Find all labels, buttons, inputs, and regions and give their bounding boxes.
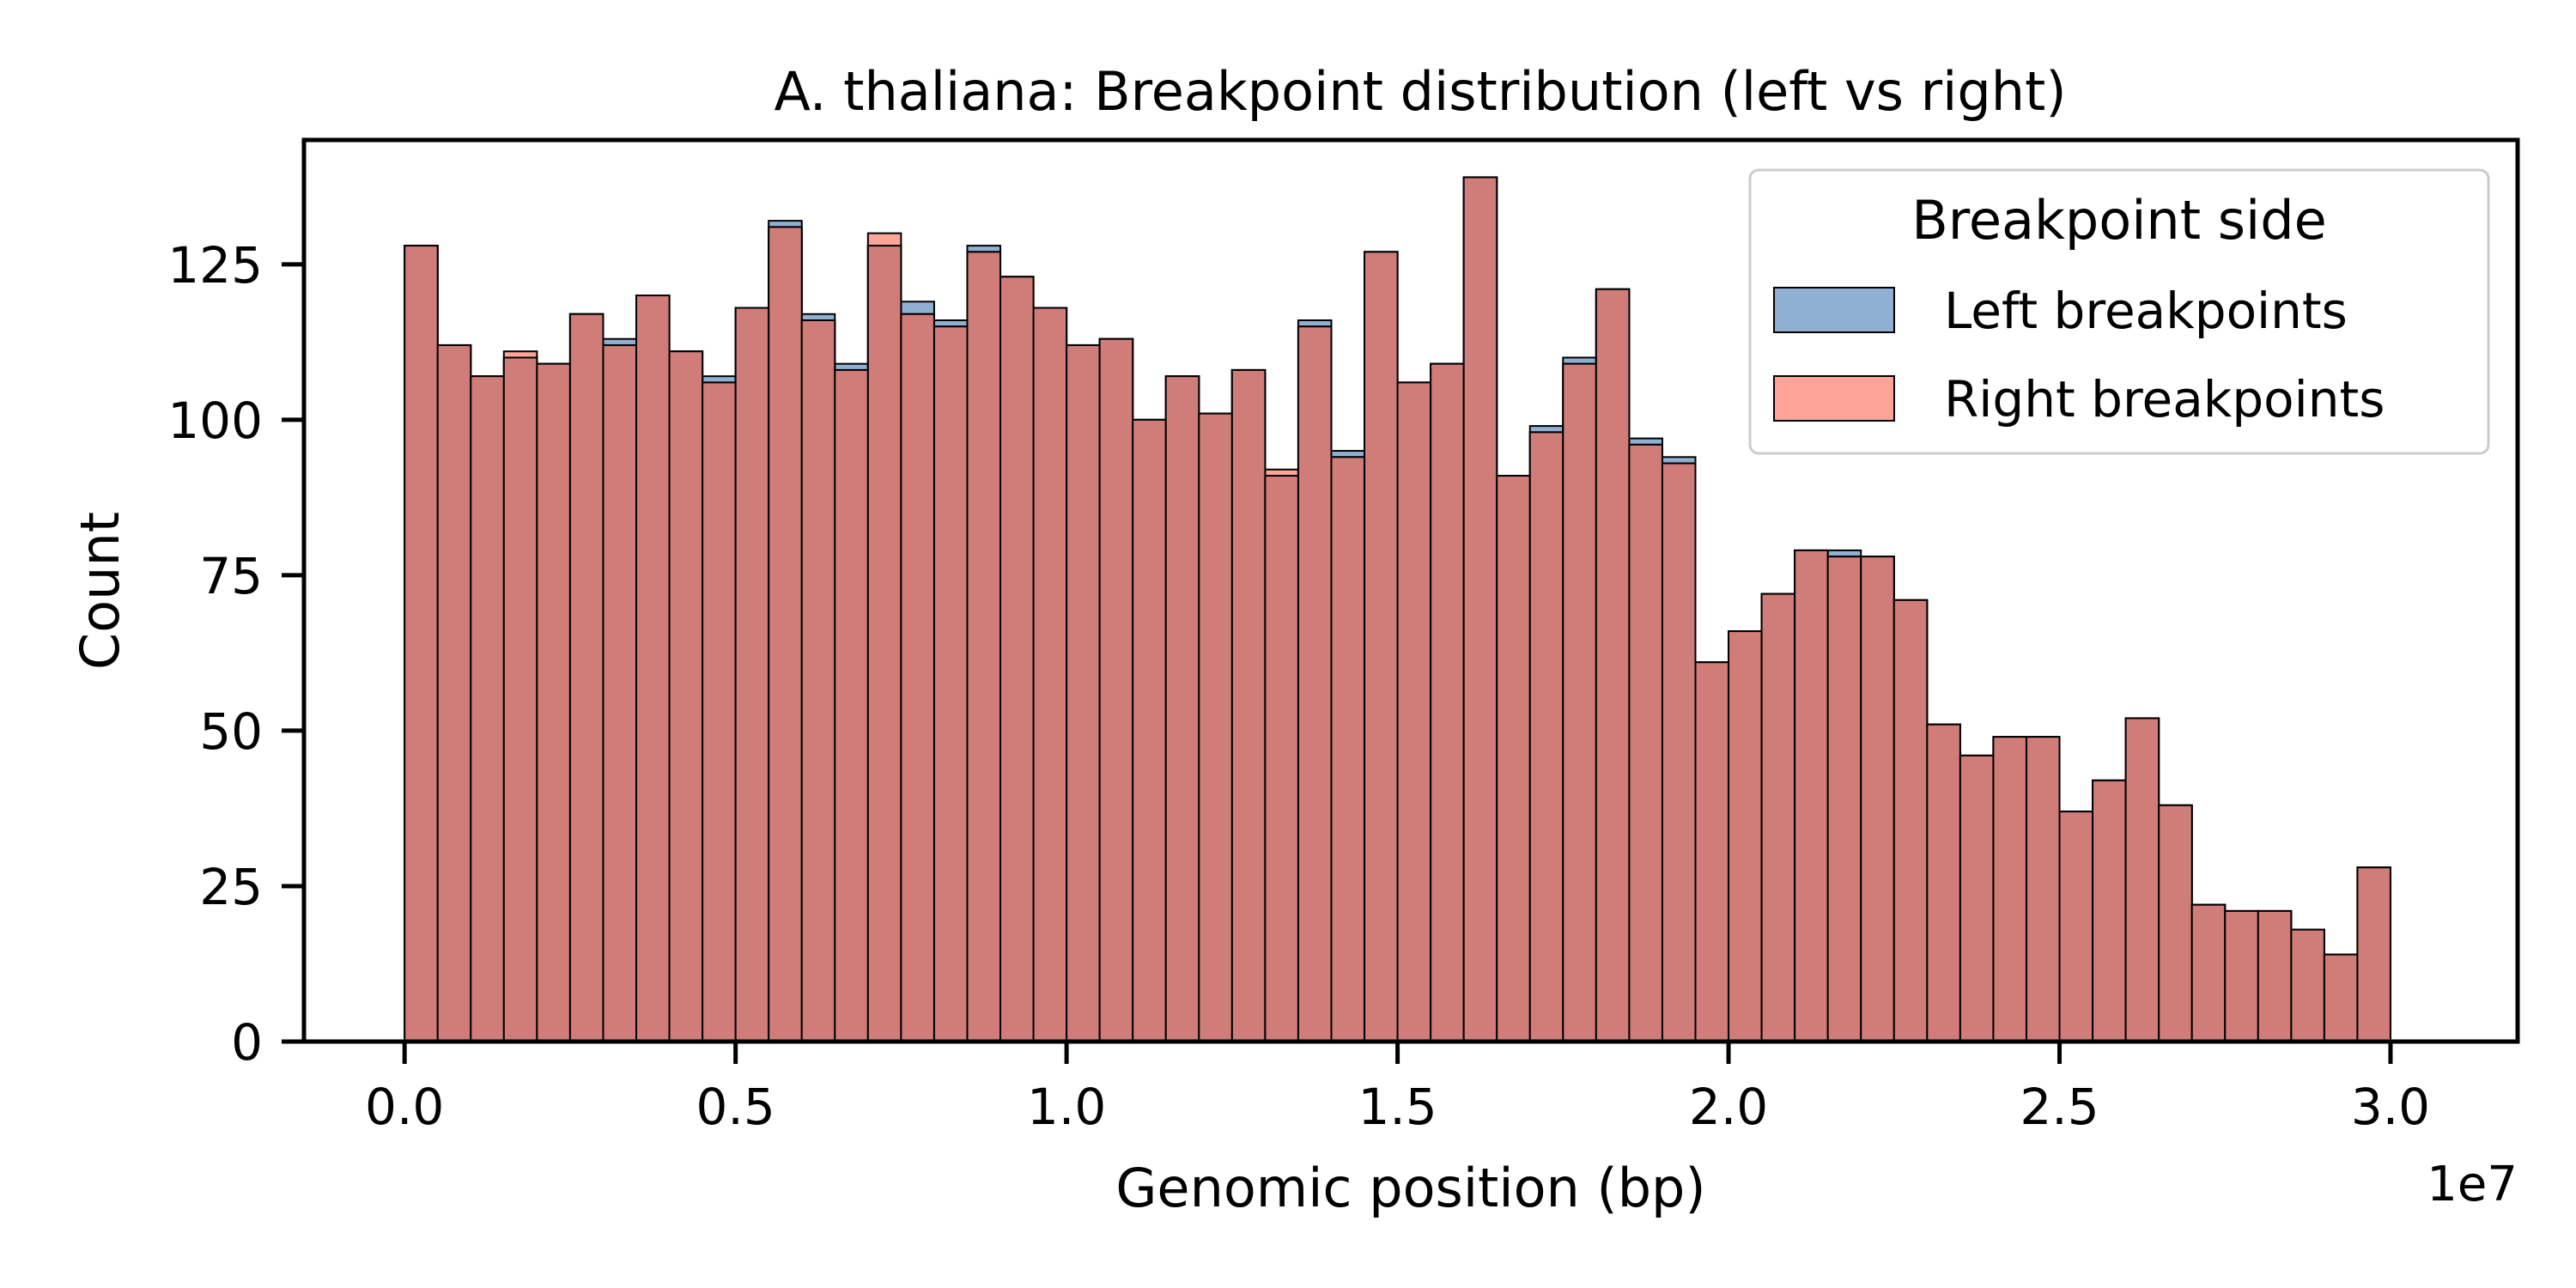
bar-overlap-24	[1198, 412, 1233, 1043]
bar-overlap-45	[1893, 598, 1929, 1042]
y-tick-label: 75	[199, 547, 263, 605]
bar-overlap-29	[1364, 251, 1399, 1042]
bar-overlap-18	[999, 276, 1035, 1042]
bar-overlap-44	[1860, 556, 1895, 1042]
bar-overlap-0	[404, 245, 439, 1042]
y-axis-ticks: 0 25 50 75 100 125	[167, 236, 304, 1072]
bar-overlap-34	[1528, 431, 1564, 1042]
x-tick-label: 0.5	[696, 1078, 775, 1136]
bar-overlap-32	[1462, 176, 1498, 1042]
bar-overlap-39	[1694, 661, 1730, 1043]
bar-overlap-53	[2158, 804, 2193, 1042]
bar-overlap-48	[1992, 736, 2027, 1042]
bar-overlap-58	[2323, 953, 2359, 1043]
bar-overlap-40	[1728, 630, 1763, 1042]
bar-overlap-19	[1032, 307, 1068, 1043]
bar-overlap-37	[1628, 443, 1663, 1042]
legend: Breakpoint side Left breakpoints Right b…	[1748, 168, 2490, 455]
bar-overlap-14	[866, 245, 902, 1042]
bar-overlap-31	[1430, 362, 1465, 1043]
bar-overlap-50	[2058, 811, 2094, 1042]
bar-overlap-56	[2257, 909, 2293, 1042]
x-tick-label: 1.0	[1027, 1078, 1106, 1136]
legend-label-right: Right breakpoints	[1944, 370, 2385, 428]
legend-box	[1748, 168, 2490, 455]
bar-overlap-27	[1297, 325, 1333, 1042]
y-tick-label: 25	[199, 858, 263, 916]
bar-overlap-20	[1066, 343, 1101, 1042]
legend-title: Breakpoint side	[1911, 189, 2327, 252]
bar-overlap-5	[568, 313, 605, 1042]
x-tick-label: 2.0	[1689, 1078, 1768, 1136]
y-tick-label: 50	[199, 702, 263, 761]
bar-overlap-42	[1794, 549, 1829, 1042]
bar-overlap-1	[436, 343, 472, 1042]
plot-frame	[301, 137, 2520, 1044]
x-tick-label: 0.0	[365, 1078, 444, 1136]
bar-overlap-12	[800, 319, 836, 1042]
bar-overlap-26	[1264, 475, 1299, 1042]
x-tick-label: 1.5	[1358, 1078, 1437, 1136]
bar-overlap-52	[2124, 717, 2160, 1043]
bar-overlap-7	[635, 295, 671, 1042]
bar-overlap-13	[834, 368, 869, 1042]
bar-overlap-38	[1661, 462, 1697, 1042]
bar-overlap-8	[668, 350, 704, 1042]
y-tick-label: 125	[167, 236, 263, 295]
x-axis-ticks: 0.0 0.5 1.0 1.5 2.0 2.5 3.0	[365, 1042, 2430, 1136]
bar-overlap-36	[1595, 288, 1631, 1042]
x-tick-label: 3.0	[2351, 1078, 2430, 1136]
chart-title: A. thaliana: Breakpoint distribution (le…	[774, 60, 2066, 123]
bar-overlap-43	[1826, 556, 1862, 1042]
legend-label-left: Left breakpoints	[1944, 282, 2348, 340]
bar-overlap-17	[966, 251, 1002, 1042]
bar-overlap-54	[2190, 903, 2227, 1043]
bar-overlap-57	[2290, 928, 2325, 1042]
bar-overlap-4	[536, 362, 571, 1043]
bar-overlap-59	[2356, 866, 2391, 1043]
bar-overlap-15	[900, 313, 935, 1042]
bar-overlap-10	[734, 307, 770, 1043]
bar-overlap-46	[1926, 723, 1961, 1042]
bar-overlap-3	[502, 356, 538, 1042]
bar-overlap-51	[2092, 779, 2127, 1042]
x-axis-label: Genomic position (bp)	[1115, 1157, 1705, 1219]
bar-overlap-49	[2025, 736, 2061, 1042]
bar-overlap-9	[702, 381, 737, 1042]
y-axis-label: Count	[69, 512, 131, 670]
legend-swatch-right	[1773, 375, 1895, 422]
bar-overlap-33	[1496, 475, 1531, 1042]
bar-overlap-6	[602, 343, 638, 1042]
bar-overlap-22	[1132, 418, 1167, 1042]
x-tick-label: 2.5	[2020, 1078, 2099, 1136]
bar-overlap-16	[933, 325, 969, 1042]
bar-overlap-21	[1098, 337, 1134, 1043]
legend-swatch-left	[1773, 287, 1895, 333]
bar-overlap-23	[1164, 375, 1200, 1042]
y-tick-label: 100	[167, 392, 263, 450]
x-axis-offset-label: 1e7	[2427, 1157, 2518, 1212]
bar-overlap-30	[1396, 381, 1432, 1042]
overlap-bars	[404, 176, 2391, 1043]
bar-overlap-41	[1760, 592, 1796, 1042]
bar-overlap-28	[1330, 456, 1366, 1042]
bar-overlap-35	[1562, 362, 1597, 1043]
bar-overlap-11	[768, 226, 803, 1042]
bar-overlap-47	[1959, 754, 1995, 1042]
bar-overlap-25	[1230, 368, 1267, 1042]
y-tick-label: 0	[231, 1013, 263, 1072]
bar-overlap-55	[2224, 909, 2259, 1042]
bar-overlap-2	[470, 375, 505, 1042]
